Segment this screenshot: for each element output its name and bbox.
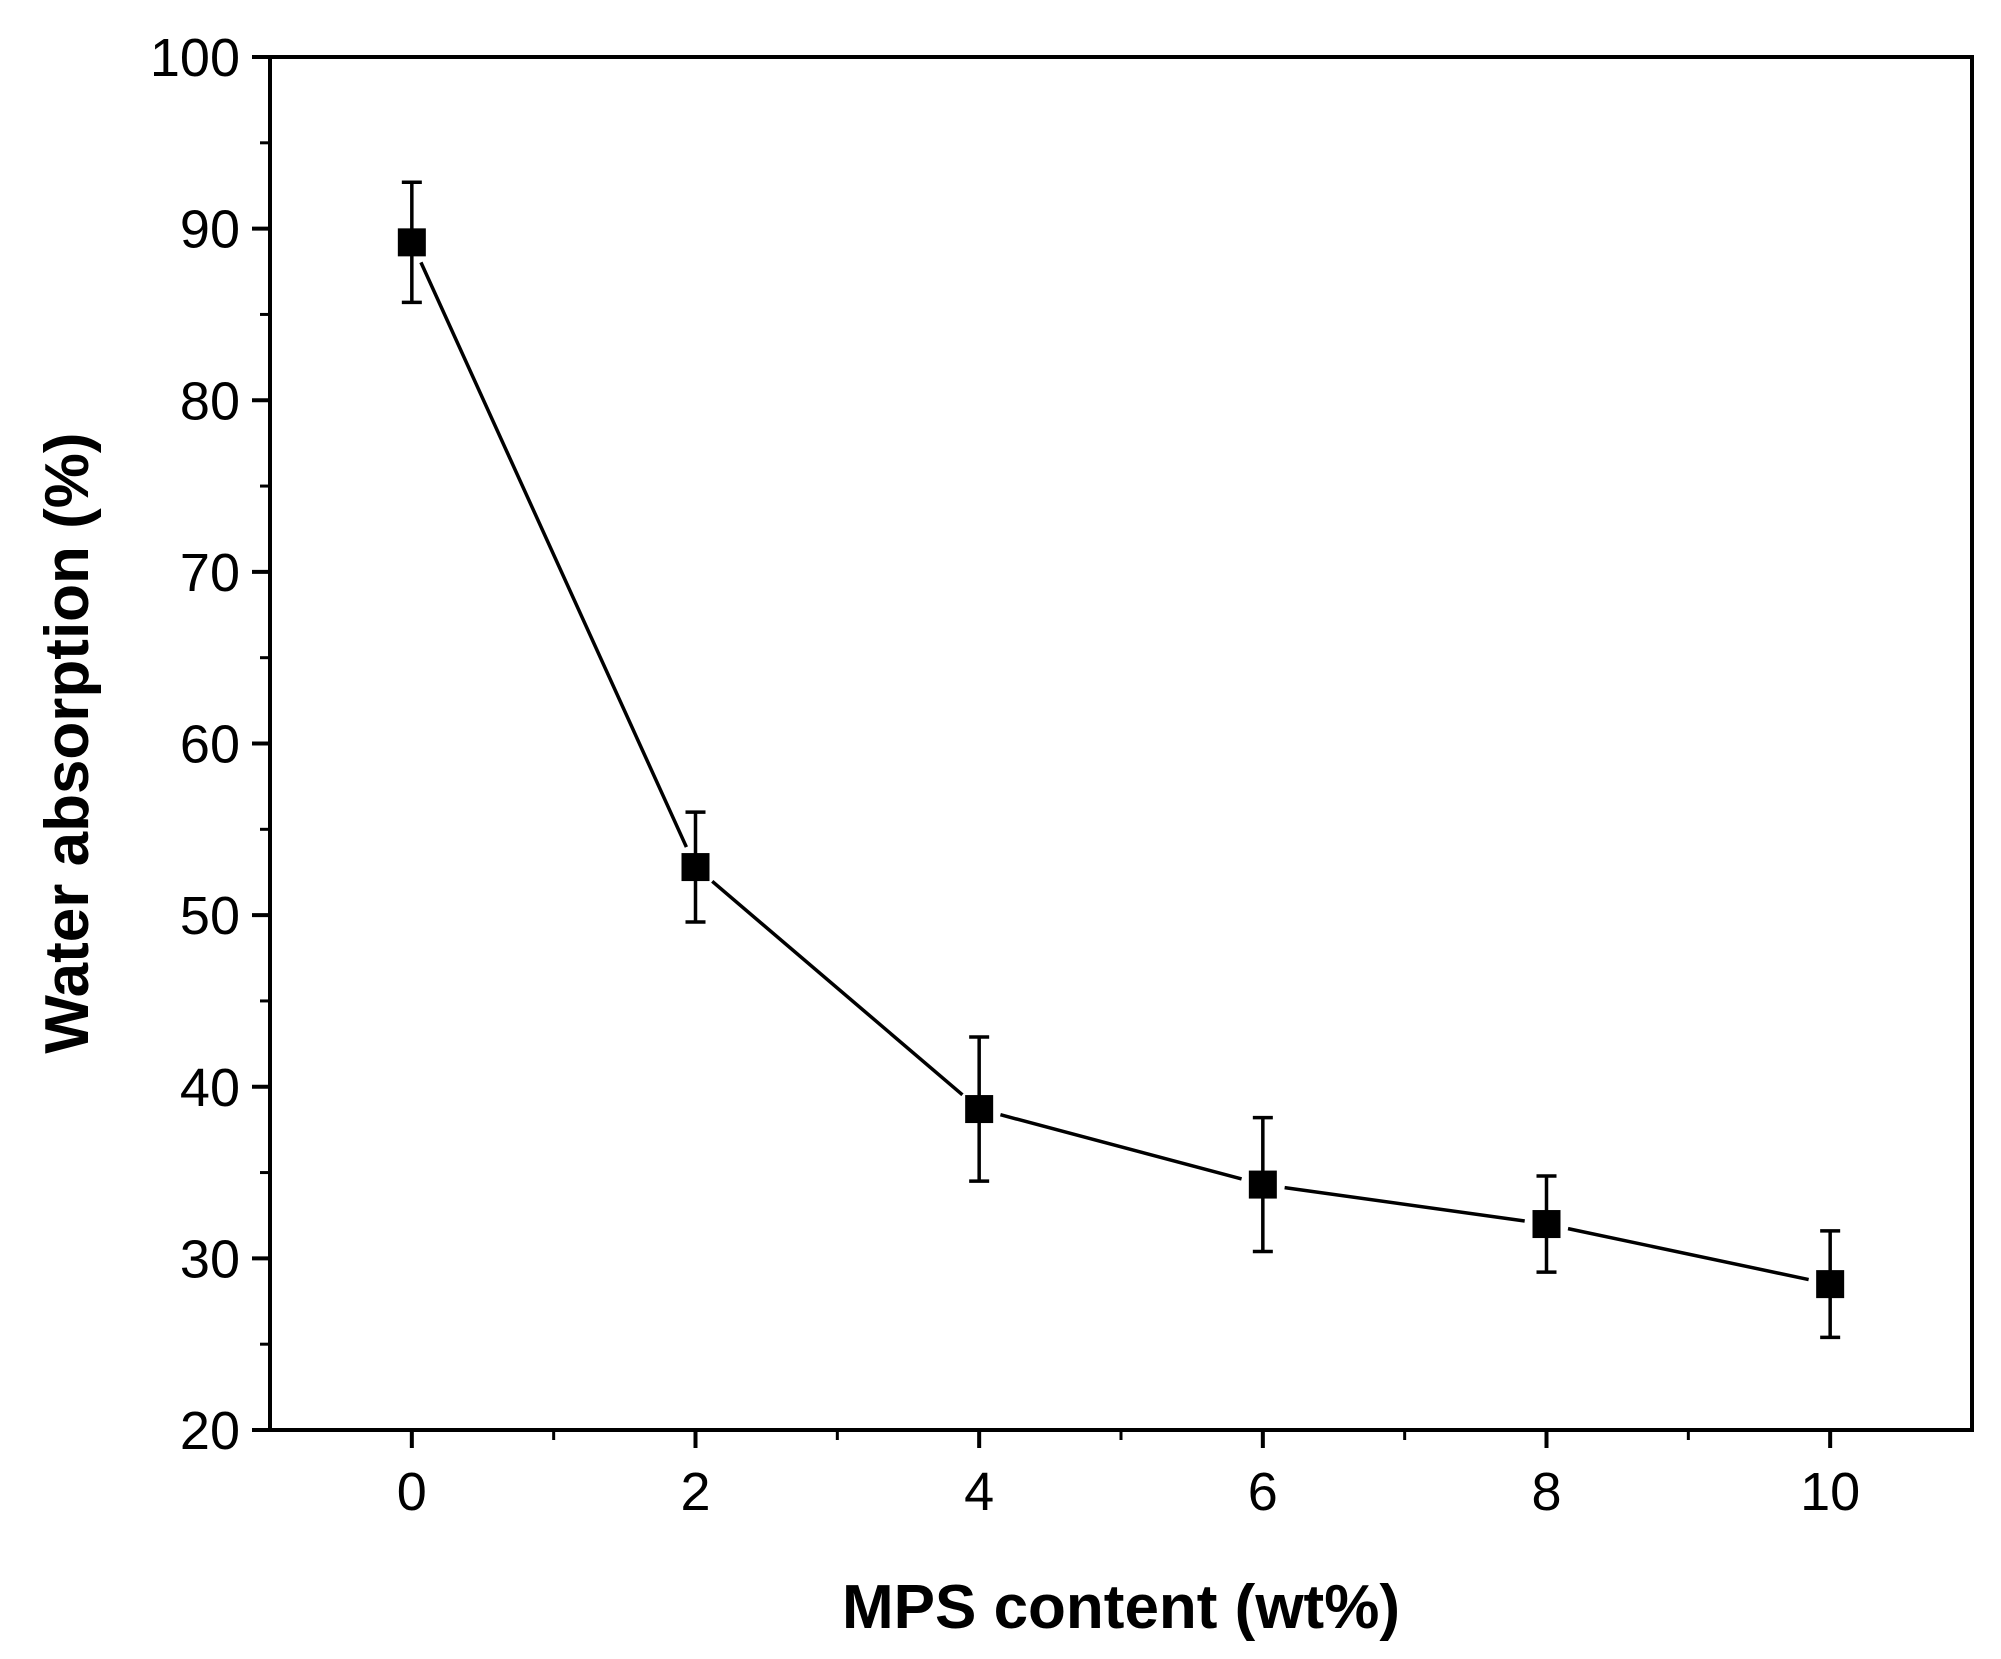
- y-axis-title: Water absorption (%): [33, 432, 102, 1053]
- y-tick-label: 70: [180, 543, 240, 603]
- y-tick-label: 20: [180, 1401, 240, 1461]
- data-point-square: [397, 228, 426, 257]
- data-point-square: [681, 853, 710, 882]
- x-tick-label: 8: [1531, 1462, 1561, 1522]
- series-line-segment: [419, 261, 688, 848]
- y-tick-label: 100: [150, 28, 240, 88]
- x-tick-label: 4: [964, 1462, 994, 1522]
- x-tick-label: 10: [1800, 1462, 1860, 1522]
- y-axis-ticks: 20 30 40 50 60 70 80 90 100: [150, 28, 270, 1461]
- x-tick-label: 2: [680, 1462, 710, 1522]
- y-tick-label: 80: [180, 371, 240, 431]
- y-tick-label: 40: [180, 1058, 240, 1118]
- series-line-segment: [999, 1113, 1243, 1181]
- y-tick-label: 30: [180, 1229, 240, 1289]
- y-tick-label: 90: [180, 200, 240, 260]
- y-tick-label: 50: [180, 886, 240, 946]
- data-point-square: [1532, 1210, 1561, 1239]
- y-tick-label: 60: [180, 715, 240, 775]
- series-layer: [397, 180, 1845, 1340]
- series-line-segment: [1284, 1185, 1525, 1223]
- series-line-segment: [1567, 1226, 1810, 1282]
- x-axis-title: MPS content (wt%): [842, 1573, 1400, 1642]
- x-axis-ticks: 0 2 4 6 8 10: [397, 1430, 1860, 1522]
- x-tick-label: 0: [397, 1462, 427, 1522]
- data-point-square: [965, 1095, 994, 1124]
- x-tick-label: 6: [1248, 1462, 1278, 1522]
- plot-frame: [268, 55, 1974, 1432]
- data-point-square: [1248, 1170, 1277, 1199]
- data-point-square: [1816, 1270, 1845, 1299]
- series-line-segment: [711, 880, 964, 1097]
